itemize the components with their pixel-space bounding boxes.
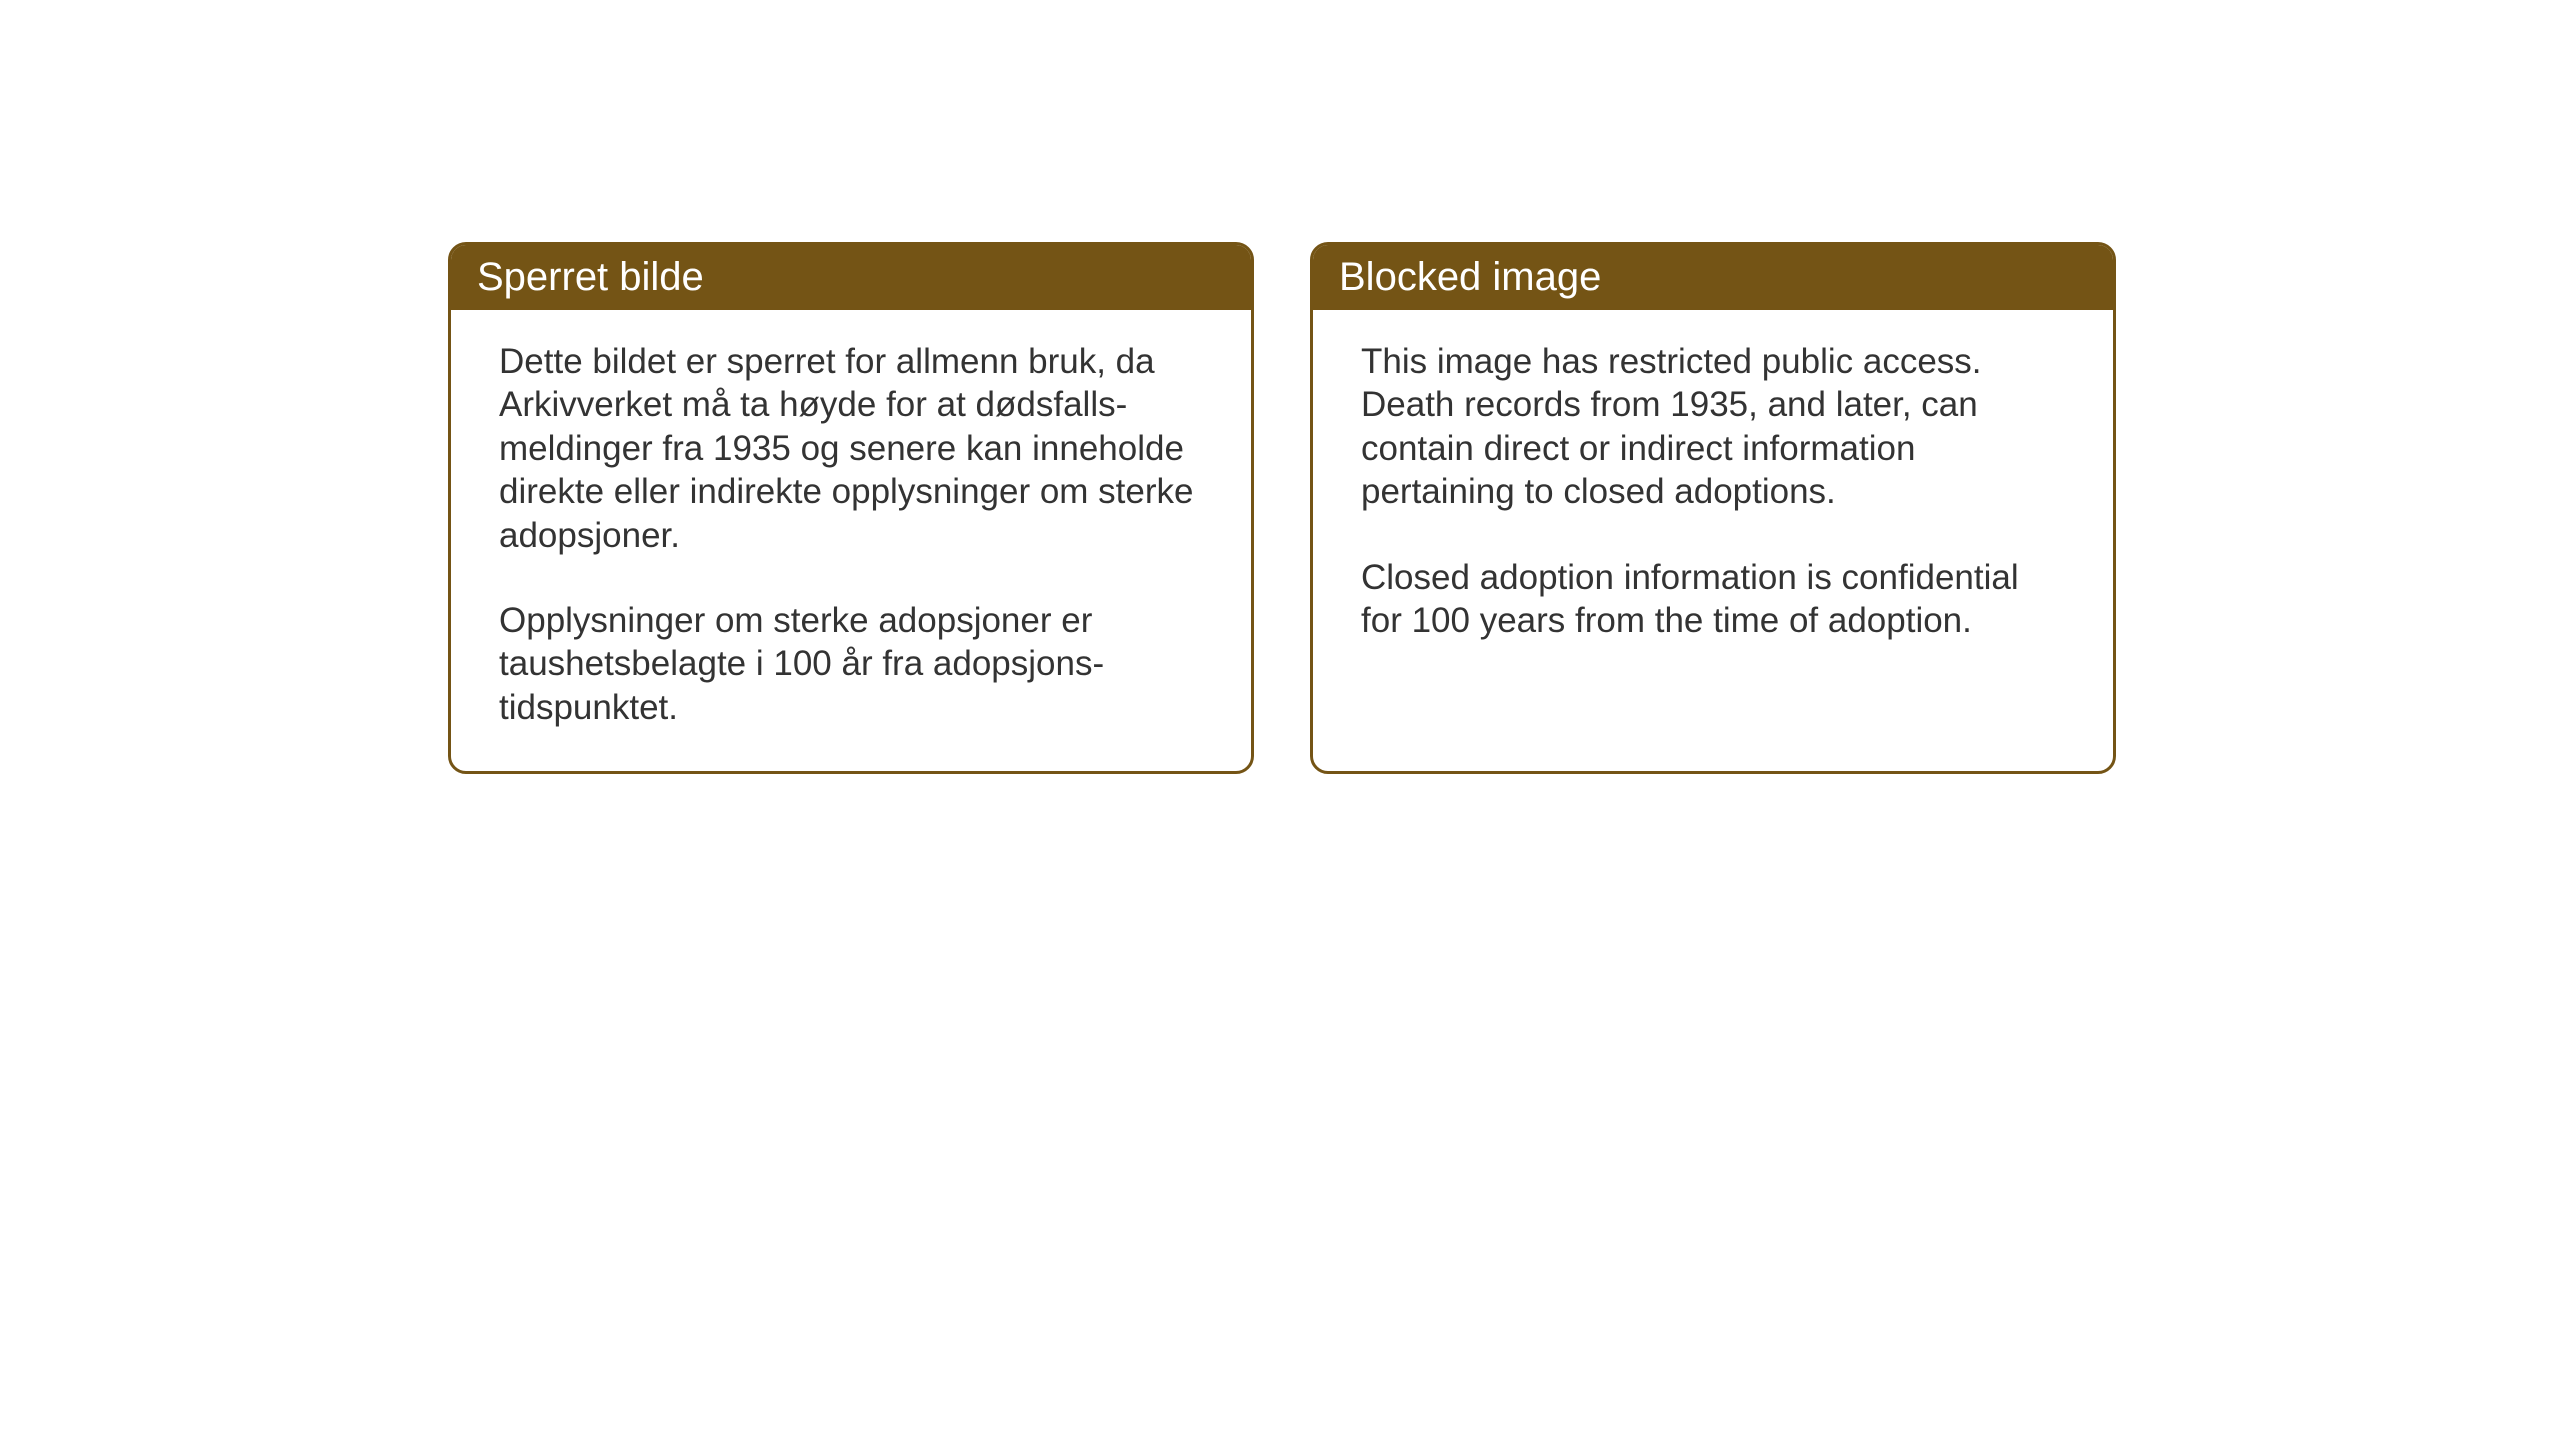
notice-body-norwegian: Dette bildet er sperret for allmenn bruk… xyxy=(451,310,1251,771)
notice-paragraph: This image has restricted public access.… xyxy=(1361,340,2065,514)
notice-container: Sperret bilde Dette bildet er sperret fo… xyxy=(448,242,2116,774)
notice-body-english: This image has restricted public access.… xyxy=(1313,310,2113,684)
notice-paragraph: Closed adoption information is confident… xyxy=(1361,556,2065,643)
notice-header-english: Blocked image xyxy=(1313,245,2113,310)
notice-paragraph: Dette bildet er sperret for allmenn bruk… xyxy=(499,340,1203,557)
notice-card-norwegian: Sperret bilde Dette bildet er sperret fo… xyxy=(448,242,1254,774)
notice-header-norwegian: Sperret bilde xyxy=(451,245,1251,310)
notice-card-english: Blocked image This image has restricted … xyxy=(1310,242,2116,774)
notice-paragraph: Opplysninger om sterke adopsjoner er tau… xyxy=(499,599,1203,729)
